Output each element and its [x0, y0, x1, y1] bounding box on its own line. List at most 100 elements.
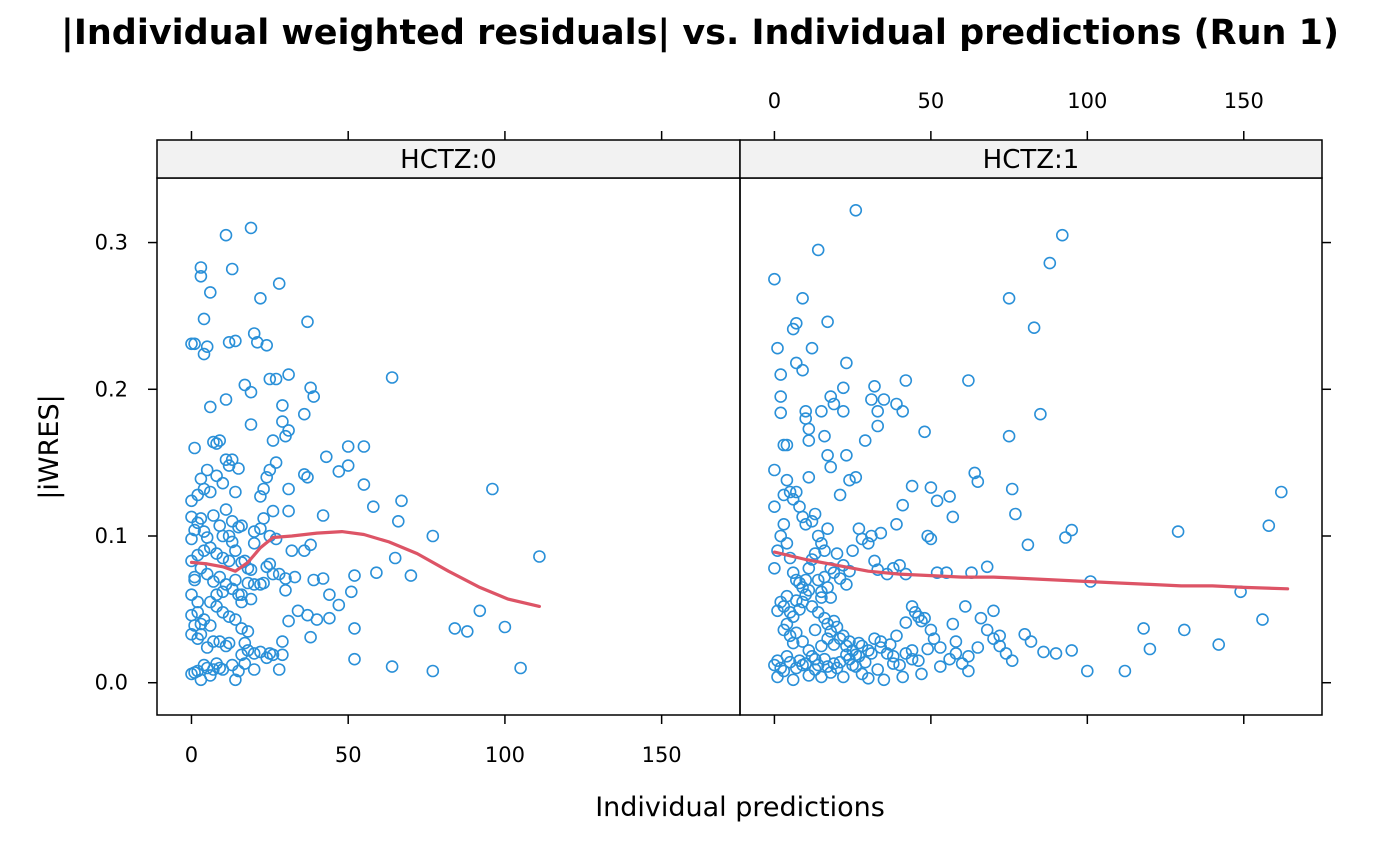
data-point — [768, 500, 781, 514]
data-point — [771, 544, 784, 558]
data-point — [225, 535, 239, 549]
data-point — [385, 660, 399, 673]
data-point — [949, 635, 963, 648]
data-point — [777, 517, 791, 531]
data-point — [197, 312, 211, 326]
strip-2 — [739, 139, 1323, 179]
data-point — [404, 569, 418, 582]
data-point — [946, 510, 960, 524]
data-point — [307, 573, 321, 587]
data-point — [962, 374, 975, 387]
data-point — [799, 404, 813, 418]
data-point — [191, 605, 204, 619]
data-point — [1171, 525, 1185, 538]
data-point — [241, 576, 255, 590]
data-point — [200, 463, 214, 477]
data-point — [818, 429, 831, 443]
data-point — [1275, 485, 1288, 499]
data-point — [962, 664, 975, 678]
data-point — [1137, 622, 1150, 635]
data-point — [774, 390, 788, 403]
data-point — [1018, 627, 1031, 641]
data-point — [247, 647, 261, 660]
data-point — [272, 567, 286, 581]
data-point — [774, 529, 788, 543]
data-point — [307, 390, 321, 403]
data-point — [877, 393, 891, 406]
data-point — [219, 453, 233, 467]
data-point — [780, 438, 794, 452]
data-point — [272, 277, 286, 290]
data-point — [276, 635, 289, 648]
data-point — [197, 525, 211, 538]
data-point — [771, 670, 784, 684]
data-point — [348, 652, 361, 666]
data-point — [426, 664, 440, 678]
data-point — [830, 547, 844, 560]
data-point — [247, 536, 261, 550]
data-point — [222, 335, 236, 349]
data-point — [786, 566, 800, 580]
data-point — [802, 561, 816, 575]
data-point — [219, 639, 233, 653]
data-point — [301, 470, 314, 484]
panel-frame-2 — [739, 177, 1323, 716]
data-point — [448, 622, 462, 635]
data-point — [843, 564, 856, 578]
data-point — [874, 526, 888, 540]
data-point — [796, 291, 809, 305]
data-point — [789, 485, 803, 499]
data-point — [793, 603, 806, 616]
data-point — [185, 532, 198, 546]
data-point — [846, 658, 859, 672]
data-point — [811, 243, 825, 257]
data-point — [971, 641, 985, 654]
data-point — [886, 649, 900, 663]
data-point — [304, 630, 317, 644]
data-point — [858, 655, 872, 669]
data-point — [886, 657, 900, 670]
data-point — [789, 316, 803, 330]
data-point — [824, 460, 838, 474]
data-point — [780, 473, 794, 487]
data-point — [843, 473, 856, 487]
data-point — [222, 636, 236, 650]
x-tick-label-bottom: 150 — [642, 743, 682, 767]
data-point — [824, 666, 838, 679]
data-point — [185, 494, 198, 508]
data-point — [533, 550, 546, 563]
data-point — [229, 485, 242, 499]
data-point — [940, 566, 953, 580]
data-point — [222, 554, 236, 568]
data-point — [877, 673, 891, 687]
strip-label-1: HCTZ:0 — [400, 145, 497, 175]
data-point — [865, 647, 878, 660]
data-point — [811, 605, 825, 619]
data-point — [191, 548, 204, 562]
data-point — [987, 632, 1000, 646]
data-point — [777, 438, 791, 452]
data-point — [802, 470, 816, 484]
data-point — [871, 404, 885, 418]
y-tick-label: 0.0 — [95, 671, 128, 695]
data-point — [924, 532, 938, 546]
data-point — [185, 588, 198, 602]
data-point — [789, 356, 803, 370]
data-point — [225, 262, 239, 276]
data-point — [796, 581, 809, 594]
data-point — [260, 338, 274, 352]
data-point — [254, 578, 267, 591]
data-point — [216, 529, 230, 543]
data-point — [213, 635, 226, 648]
data-point — [216, 476, 230, 490]
data-point — [836, 381, 850, 395]
data-point — [276, 415, 289, 428]
data-point — [999, 647, 1013, 660]
data-point — [808, 652, 822, 666]
data-point — [323, 588, 336, 602]
data-point — [1009, 507, 1022, 521]
data-point — [244, 221, 258, 235]
data-point — [498, 620, 512, 634]
data-point — [833, 655, 847, 669]
data-point — [780, 649, 794, 663]
